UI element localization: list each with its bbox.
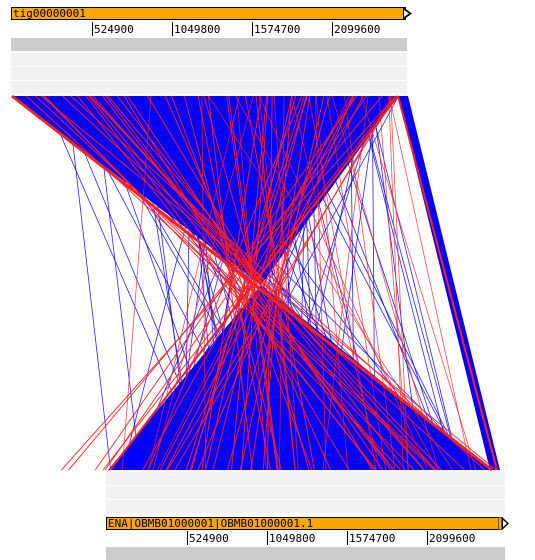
reverse-match-line: [322, 95, 369, 471]
reverse-matches: [11, 94, 498, 472]
forward-match-line: [298, 95, 308, 471]
forward-match-line: [171, 95, 243, 471]
forward-match-line: [358, 95, 454, 471]
reverse-match-line: [207, 95, 253, 471]
top-tick-1: [92, 22, 93, 36]
reverse-match-line: [235, 95, 439, 471]
reverse-match-line: [273, 95, 299, 471]
forward-match-line: [201, 95, 288, 471]
reverse-match-line: [121, 95, 152, 471]
bottom-tick-3: [347, 531, 348, 545]
forward-match-line: [82, 95, 299, 471]
reverse-match-line: [92, 95, 425, 471]
bottom-contig-end-arrow-icon: [498, 517, 509, 530]
reverse-match-line: [123, 95, 350, 471]
reverse-match-line: [152, 95, 254, 471]
top-tick-2: [172, 22, 173, 36]
reverse-match-line: [315, 95, 349, 471]
forward-match-line: [237, 95, 342, 471]
reverse-match-line: [148, 95, 240, 471]
bottom-tick-label-3: 1574700: [349, 532, 396, 545]
reverse-match-line: [159, 95, 355, 471]
forward-match-line: [67, 95, 267, 471]
reverse-match-line: [378, 95, 409, 471]
reverse-match-line: [116, 95, 406, 471]
bottom-feature-track-3: [106, 500, 505, 513]
top-contig-name: tig00000001: [13, 7, 86, 20]
reverse-edge-cross: [109, 95, 399, 471]
forward-match-line: [302, 95, 316, 471]
forward-match-line: [243, 95, 372, 471]
reverse-match-line: [68, 95, 383, 471]
forward-match-line: [371, 95, 376, 471]
reverse-match-line: [197, 95, 271, 471]
reverse-match-line: [174, 95, 393, 471]
reverse-match-line: [267, 95, 273, 471]
bottom-contig-bar[interactable]: ENA|OBMB01000001|OBMB01000001.1: [106, 517, 501, 530]
reverse-match-line: [344, 95, 396, 471]
forward-match-line: [268, 95, 466, 471]
reverse-match-line: [102, 95, 397, 471]
bottom-coverage-bar: [106, 547, 505, 560]
reverse-match-line: [258, 95, 429, 471]
top-coverage-bar: [11, 38, 407, 51]
forward-match-line: [358, 95, 460, 471]
reverse-edge-right: [397, 95, 498, 471]
reverse-match-line: [61, 95, 396, 471]
top-tick-label-4: 2099600: [334, 23, 381, 36]
reverse-match-line: [388, 95, 404, 471]
top-tick-4: [332, 22, 333, 36]
top-contig-end-arrow-icon: [403, 7, 412, 20]
bottom-feature-track-2: [106, 486, 505, 499]
reverse-match-line: [259, 95, 296, 471]
top-feature-track-2: [11, 67, 407, 80]
reverse-match-line: [40, 95, 497, 471]
top-tick-label-1: 524900: [94, 23, 134, 36]
reverse-match-line: [185, 95, 305, 471]
reverse-match-line: [201, 95, 207, 471]
forward-match-line: [241, 95, 307, 471]
bottom-tick-1: [187, 531, 188, 545]
reverse-match-line: [308, 95, 377, 471]
top-tick-label-3: 1574700: [254, 23, 301, 36]
forward-match-line: [43, 95, 206, 471]
reverse-match-line: [164, 95, 331, 471]
forward-match-line: [158, 95, 262, 471]
forward-match-line: [193, 95, 224, 471]
reverse-match-line: [77, 95, 377, 471]
reverse-match-line: [212, 95, 307, 471]
top-feature-track-3: [11, 81, 407, 94]
top-tick-3: [252, 22, 253, 36]
forward-match-line: [221, 95, 376, 471]
forward-match-line: [165, 95, 269, 471]
bottom-tick-4: [427, 531, 428, 545]
reverse-match-line: [360, 95, 477, 471]
bottom-tick-label-1: 524900: [189, 532, 229, 545]
bottom-tick-2: [267, 531, 268, 545]
top-tick-label-2: 1049800: [174, 23, 221, 36]
reverse-match-line: [171, 95, 313, 471]
bottom-feature-track-1: [106, 472, 505, 485]
reverse-match-line: [183, 95, 282, 471]
forward-match-line: [271, 95, 333, 471]
bottom-contig-name: ENA|OBMB01000001|OBMB01000001.1: [108, 517, 314, 530]
reverse-match-line: [201, 95, 262, 471]
reverse-edge-main: [11, 94, 493, 472]
forward-match-line: [67, 95, 111, 471]
forward-match-line: [324, 95, 378, 471]
forward-match-line: [268, 95, 310, 471]
bottom-tick-label-2: 1049800: [269, 532, 316, 545]
top-feature-track-1: [11, 53, 407, 66]
reverse-match-line: [390, 95, 409, 471]
reverse-match-line: [326, 95, 387, 471]
reverse-match-line: [388, 95, 472, 471]
reverse-match-line: [203, 95, 310, 471]
reverse-match-line: [279, 95, 285, 471]
reverse-match-line: [44, 95, 402, 471]
forward-match-line: [185, 95, 220, 471]
bottom-tick-label-4: 2099600: [429, 532, 476, 545]
forward-match-line: [350, 95, 355, 471]
